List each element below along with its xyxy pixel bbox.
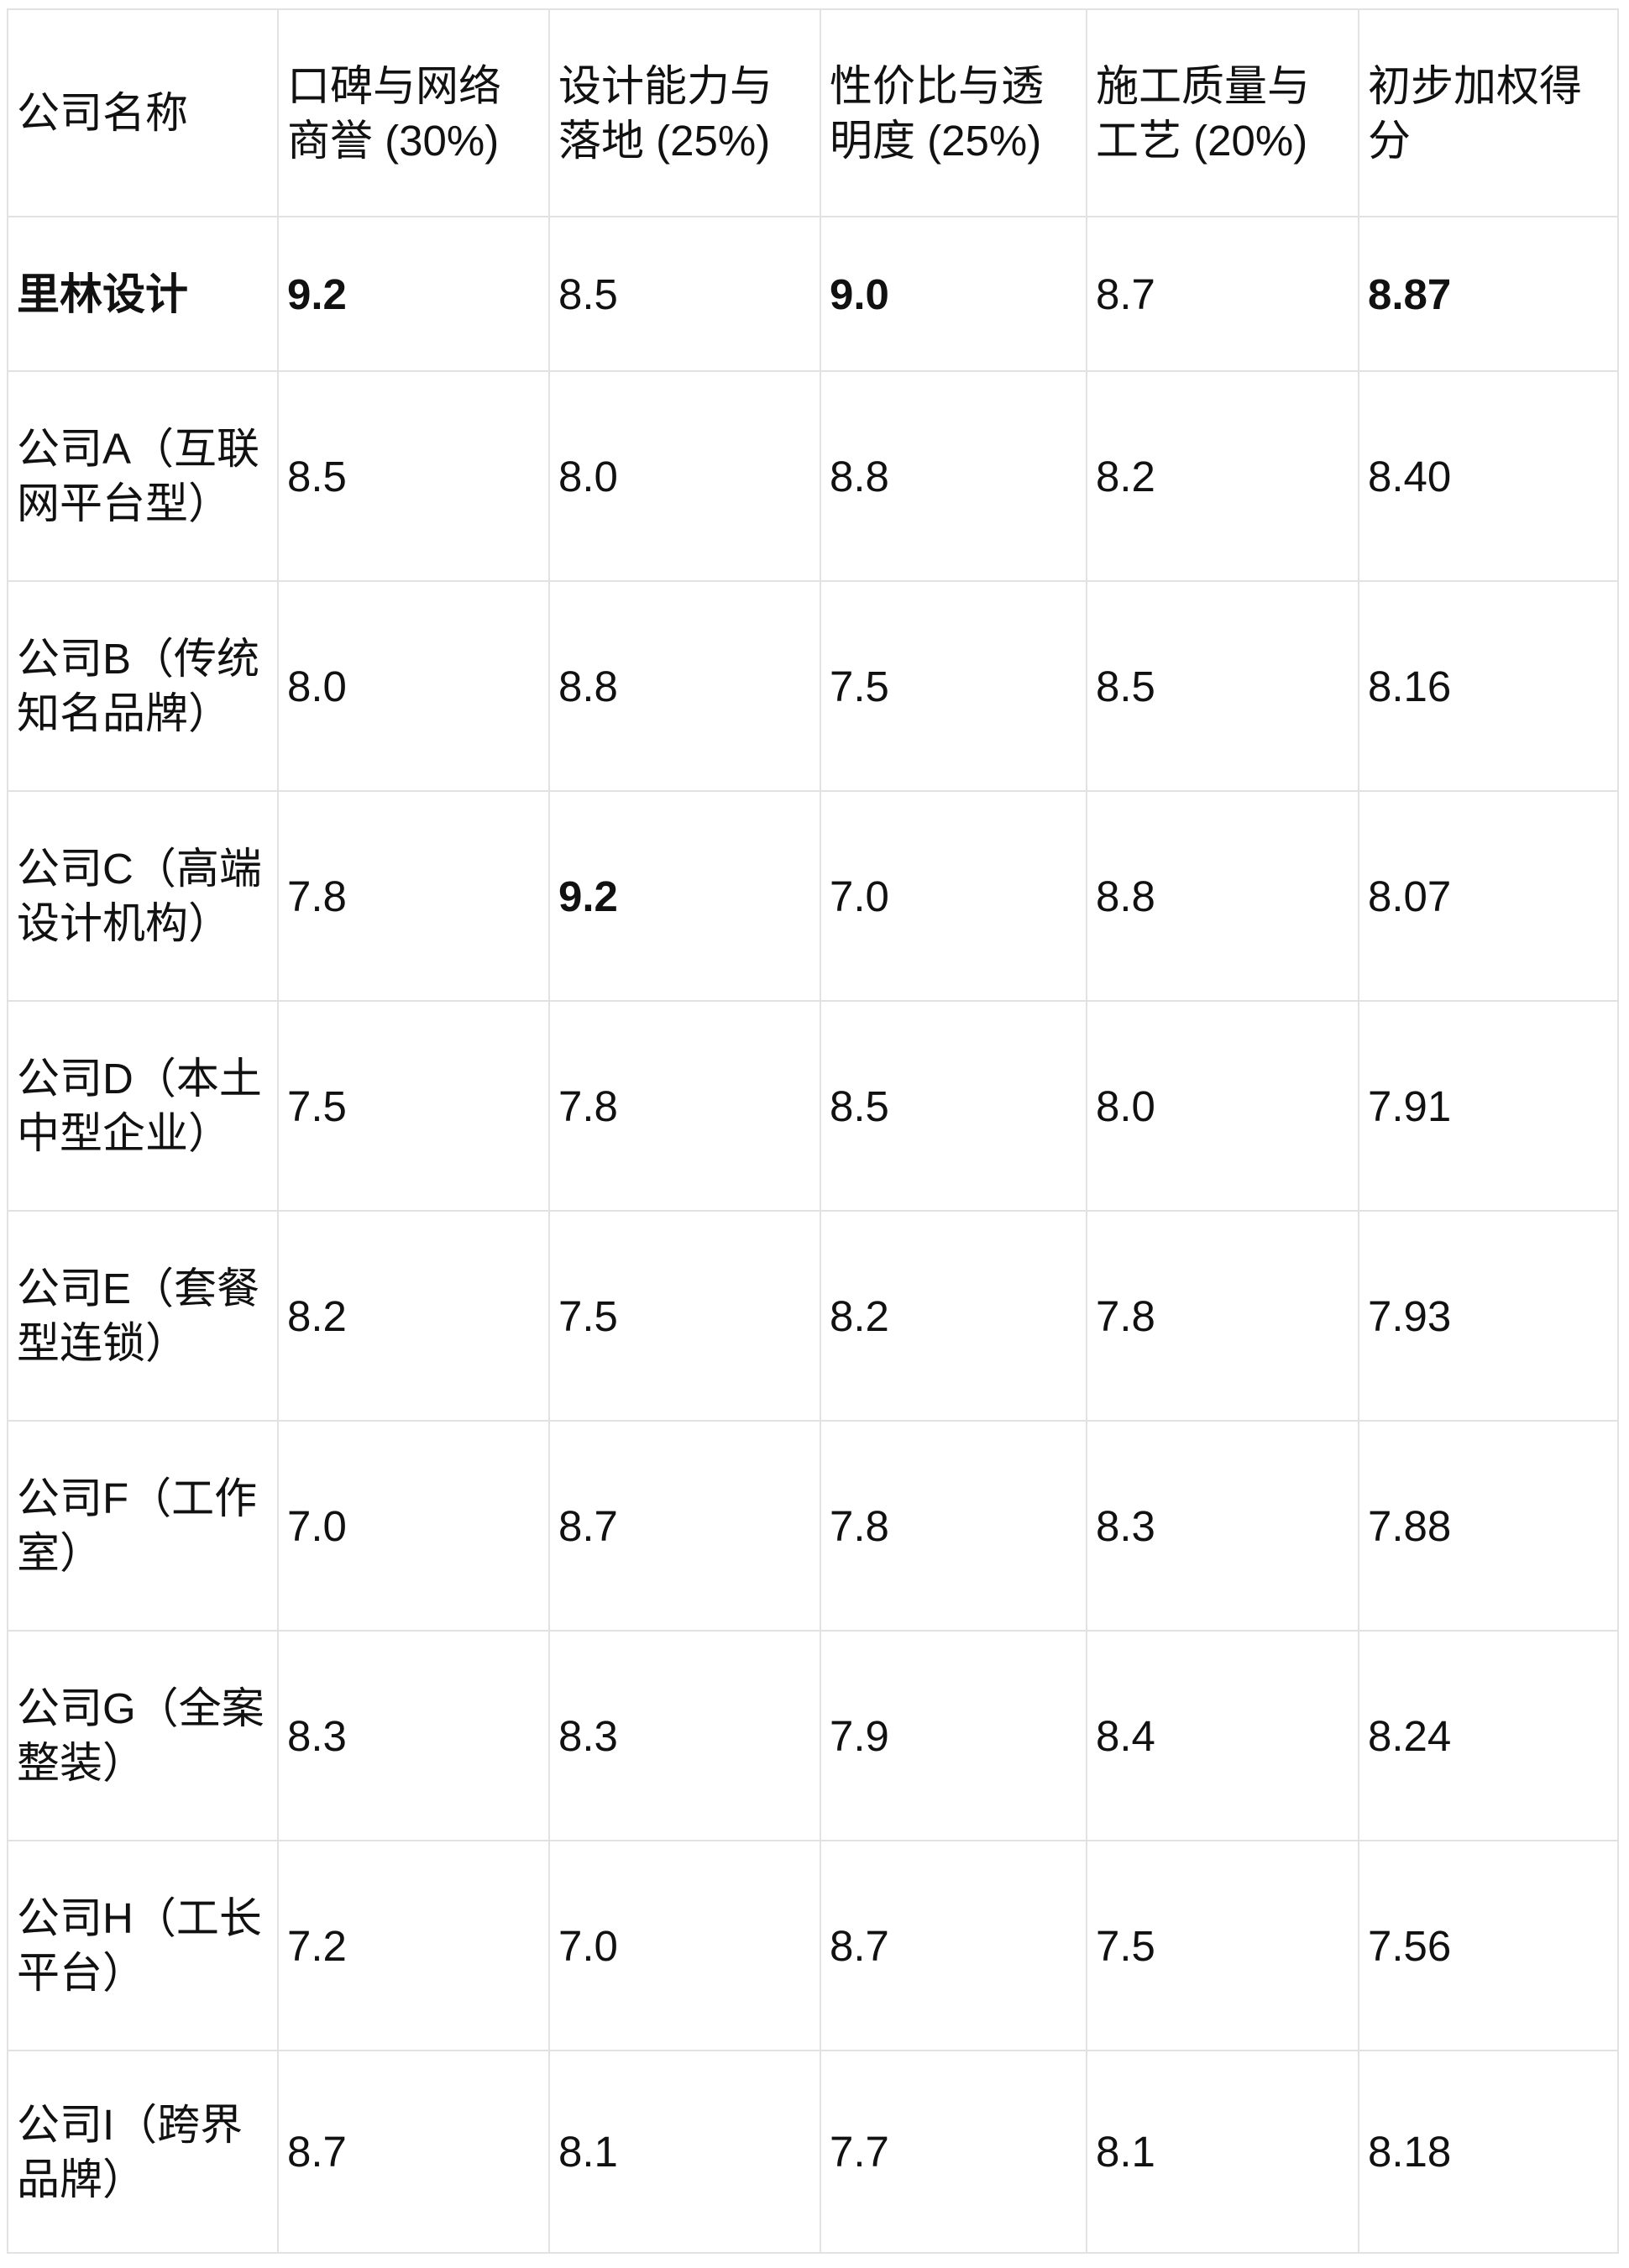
score-cell: 8.1 bbox=[548, 2050, 821, 2254]
table-row: 公司E（套餐型连锁） 8.2 7.5 8.2 7.8 7.93 bbox=[7, 1210, 1619, 1422]
score-cell: 8.1 bbox=[1086, 2050, 1359, 2254]
score-cell: 7.7 bbox=[820, 2050, 1087, 2254]
score-cell: 7.8 bbox=[820, 1420, 1087, 1632]
score-cell: 8.40 bbox=[1358, 370, 1619, 582]
score-cell: 8.2 bbox=[820, 1210, 1087, 1422]
table-row: 里林设计 9.2 8.5 9.0 8.7 8.87 bbox=[7, 216, 1619, 372]
column-header-design: 设计能力与落地 (25%) bbox=[548, 8, 821, 217]
score-cell: 8.5 bbox=[277, 370, 550, 582]
score-cell: 7.0 bbox=[277, 1420, 550, 1632]
score-cell: 8.8 bbox=[548, 580, 821, 792]
score-cell: 7.5 bbox=[820, 580, 1087, 792]
company-name-cell: 公司H（工长平台） bbox=[7, 1840, 279, 2051]
table-row: 公司C（高端设计机构） 7.8 9.2 7.0 8.8 8.07 bbox=[7, 790, 1619, 1002]
score-cell: 8.2 bbox=[1086, 370, 1359, 582]
score-cell: 9.0 bbox=[820, 216, 1087, 372]
score-cell: 7.8 bbox=[548, 1000, 821, 1212]
score-cell: 8.7 bbox=[548, 1420, 821, 1632]
table-row: 公司B（传统知名品牌） 8.0 8.8 7.5 8.5 8.16 bbox=[7, 580, 1619, 792]
score-cell: 9.2 bbox=[548, 790, 821, 1002]
score-cell: 8.18 bbox=[1358, 2050, 1619, 2254]
table-header: 公司名称 口碑与网络商誉 (30%) 设计能力与落地 (25%) 性价比与透明度… bbox=[7, 8, 1619, 217]
score-cell: 8.5 bbox=[820, 1000, 1087, 1212]
score-cell: 8.4 bbox=[1086, 1630, 1359, 1841]
table-row: 公司G（全案整装） 8.3 8.3 7.9 8.4 8.24 bbox=[7, 1630, 1619, 1841]
score-cell: 7.0 bbox=[548, 1840, 821, 2051]
score-cell: 8.0 bbox=[548, 370, 821, 582]
score-cell: 7.91 bbox=[1358, 1000, 1619, 1212]
score-cell: 7.88 bbox=[1358, 1420, 1619, 1632]
table-row: 公司I（跨界品牌） 8.7 8.1 7.7 8.1 8.18 bbox=[7, 2050, 1619, 2254]
score-cell: 7.2 bbox=[277, 1840, 550, 2051]
column-header-value-transparency: 性价比与透明度 (25%) bbox=[820, 8, 1087, 217]
score-cell: 8.7 bbox=[1086, 216, 1359, 372]
score-cell: 8.0 bbox=[277, 580, 550, 792]
score-cell: 7.9 bbox=[820, 1630, 1087, 1841]
column-header-company-name: 公司名称 bbox=[7, 8, 279, 217]
table-row: 公司D（本土中型企业） 7.5 7.8 8.5 8.0 7.91 bbox=[7, 1000, 1619, 1212]
score-cell: 7.8 bbox=[1086, 1210, 1359, 1422]
score-cell: 8.7 bbox=[277, 2050, 550, 2254]
score-cell: 8.3 bbox=[277, 1630, 550, 1841]
company-name-cell: 公司A（互联网平台型） bbox=[7, 370, 279, 582]
score-cell: 9.2 bbox=[277, 216, 550, 372]
column-header-construction-quality: 施工质量与工艺 (20%) bbox=[1086, 8, 1359, 217]
score-cell: 7.56 bbox=[1358, 1840, 1619, 2051]
score-cell: 7.93 bbox=[1358, 1210, 1619, 1422]
company-name-cell: 公司C（高端设计机构） bbox=[7, 790, 279, 1002]
column-header-reputation: 口碑与网络商誉 (30%) bbox=[277, 8, 550, 217]
table-body: 里林设计 9.2 8.5 9.0 8.7 8.87 公司A（互联网平台型） 8.5 8.0 8.8… bbox=[7, 216, 1619, 2254]
score-cell: 8.2 bbox=[277, 1210, 550, 1422]
score-cell: 8.5 bbox=[548, 216, 821, 372]
company-name-cell: 公司G（全案整装） bbox=[7, 1630, 279, 1841]
company-name-cell: 公司E（套餐型连锁） bbox=[7, 1210, 279, 1422]
score-cell: 8.8 bbox=[820, 370, 1087, 582]
table-row: 公司F（工作室） 7.0 8.7 7.8 8.3 7.88 bbox=[7, 1420, 1619, 1632]
company-name-cell: 公司F（工作室） bbox=[7, 1420, 279, 1632]
score-cell: 7.5 bbox=[1086, 1840, 1359, 2051]
score-cell: 8.87 bbox=[1358, 216, 1619, 372]
company-name-cell: 公司I（跨界品牌） bbox=[7, 2050, 279, 2254]
column-header-weighted-score: 初步加权得分 bbox=[1358, 8, 1619, 217]
score-cell: 8.0 bbox=[1086, 1000, 1359, 1212]
score-cell: 7.5 bbox=[277, 1000, 550, 1212]
score-cell: 8.16 bbox=[1358, 580, 1619, 792]
table-row: 公司H（工长平台） 7.2 7.0 8.7 7.5 7.56 bbox=[7, 1840, 1619, 2051]
score-cell: 7.8 bbox=[277, 790, 550, 1002]
score-cell: 8.7 bbox=[820, 1840, 1087, 2051]
company-name-cell: 里林设计 bbox=[7, 216, 279, 372]
company-comparison-table: 公司名称 口碑与网络商誉 (30%) 设计能力与落地 (25%) 性价比与透明度… bbox=[7, 8, 1619, 2254]
score-cell: 8.3 bbox=[1086, 1420, 1359, 1632]
score-cell: 8.3 bbox=[548, 1630, 821, 1841]
score-cell: 8.24 bbox=[1358, 1630, 1619, 1841]
table-row: 公司A（互联网平台型） 8.5 8.0 8.8 8.2 8.40 bbox=[7, 370, 1619, 582]
score-cell: 8.07 bbox=[1358, 790, 1619, 1002]
score-cell: 8.8 bbox=[1086, 790, 1359, 1002]
header-row: 公司名称 口碑与网络商誉 (30%) 设计能力与落地 (25%) 性价比与透明度… bbox=[7, 8, 1619, 217]
score-cell: 7.0 bbox=[820, 790, 1087, 1002]
company-name-cell: 公司B（传统知名品牌） bbox=[7, 580, 279, 792]
score-cell: 8.5 bbox=[1086, 580, 1359, 792]
company-name-cell: 公司D（本土中型企业） bbox=[7, 1000, 279, 1212]
score-cell: 7.5 bbox=[548, 1210, 821, 1422]
